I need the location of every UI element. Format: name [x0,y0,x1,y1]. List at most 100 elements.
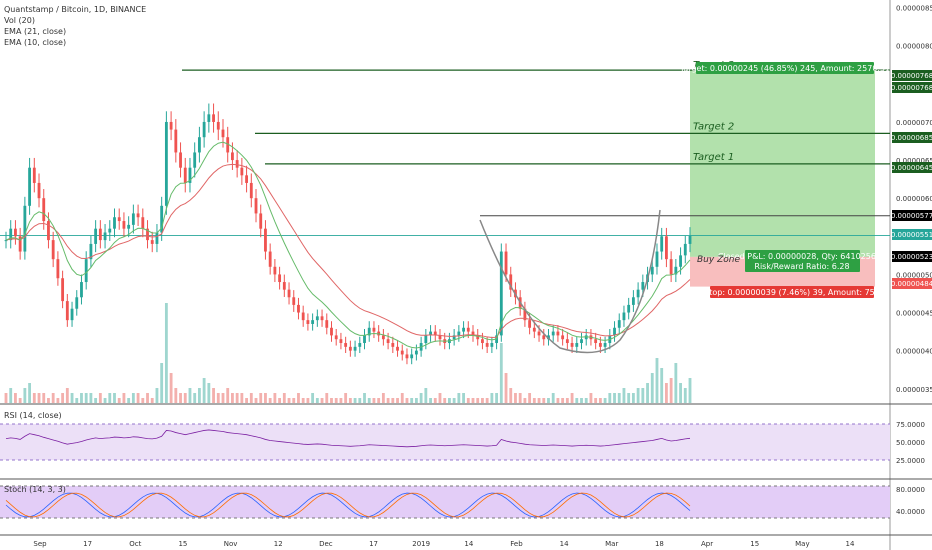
rsi-legend: RSI (14, close) [4,411,62,420]
price-tag: 0.00000768 [891,72,932,80]
candle-body [273,266,277,275]
candle-body [103,232,107,241]
volume-bar [245,398,248,403]
volume-bar [377,398,381,403]
x-tick-label: 17 [369,540,378,548]
volume-bar [622,388,626,403]
candle-body [306,320,310,324]
volume-bar [94,398,98,403]
candle-body [9,228,13,241]
volume-bar [240,393,244,403]
x-tick-label: 14 [846,540,855,548]
volume-bar [141,398,145,403]
volume-bar [523,398,527,403]
price-tag: 0.00000484 [891,280,932,288]
volume-bar [429,398,432,403]
candle-body [117,217,121,222]
candle-body [292,297,296,305]
candle-body [580,339,583,344]
candle-body [547,335,550,340]
volume-bar [386,398,390,403]
rsi-tick: 50.0000 [896,439,925,447]
candle-body [164,121,168,206]
candle-body [70,308,74,321]
rsi-tick: 25.0000 [896,457,925,465]
volume-bar [117,398,121,403]
volume-bar [457,393,461,403]
volume-bar [264,393,267,403]
y-tick-label: 0.00000350 [896,386,932,394]
volume-bar [565,398,569,403]
stoch-k-line [5,492,691,518]
candle-body [433,331,437,336]
volume-bar [80,393,83,403]
volume-bar [4,393,8,403]
volume-bar [164,303,168,403]
price-tag-bg [892,70,932,81]
volume-bar [179,393,182,403]
x-tick-label: Sep [33,540,47,548]
price-tag-bg [892,210,932,221]
candle-body [683,243,687,256]
volume-bar [410,398,414,403]
volume-bar [636,388,640,403]
volume-bar [603,398,607,403]
stoch-tick: 40.0000 [896,508,925,516]
candle-body [42,198,46,222]
volume-bar [613,393,616,403]
price-tag: 0.00000645 [891,164,932,172]
candle-body [47,221,50,241]
volume-bar [650,373,654,403]
volume-bar [278,398,282,403]
candle-body [424,335,428,344]
x-tick-label: 15 [750,540,759,548]
candle-body [325,320,329,328]
volume-bar [84,393,88,403]
candle-body [631,297,635,305]
candle-body [127,224,131,229]
volume-bar [14,393,17,403]
candle-body [150,240,154,244]
volume-bar [131,393,135,403]
volume-bar [235,393,239,403]
candle-body [315,316,319,321]
candle-body [179,152,182,168]
candle-body [4,240,8,242]
candle-body [471,331,475,336]
indicator-vol: Vol (20) [4,16,35,25]
volume-bar [122,393,126,403]
candle-body [532,327,536,332]
volume-bar [556,398,560,403]
volume-bar [311,393,315,403]
price-tag-bg [892,278,932,289]
candle-body [561,335,565,340]
candle-body [330,327,333,336]
candle-body [344,343,348,347]
volume-bar [212,388,215,403]
candle-body [183,167,187,183]
candle-body [297,304,300,313]
volume-bar [61,393,65,403]
candle-body [462,327,465,332]
volume-bar [89,393,93,403]
candle-body [287,289,291,298]
ema21-line [5,163,691,338]
chart-title: Quantstamp / Bitcoin, 1D, BINANCE [4,5,147,14]
candle-body [122,221,126,229]
candle-body [169,121,173,130]
volume-bar [37,393,41,403]
candle-body [174,129,178,153]
candle-body [660,236,664,252]
target-box-bg [696,62,874,74]
volume-bar [344,393,348,403]
candle-body [278,274,282,283]
candle-body [245,175,248,183]
candle-body [254,198,258,214]
candle-body [334,335,338,340]
candle-body [358,343,362,347]
candle-body [457,331,461,336]
candle-body [80,282,83,298]
